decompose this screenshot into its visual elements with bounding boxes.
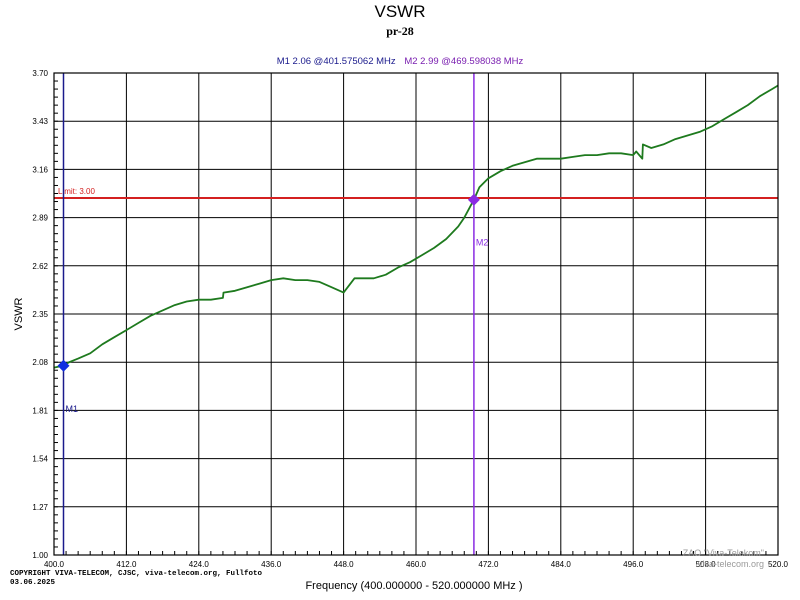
x-tick-label: 412.0 <box>116 560 137 569</box>
x-tick-label: 484.0 <box>551 560 572 569</box>
m1-readout: M1 2.06 @401.575062 MHz <box>276 56 396 67</box>
limit-line-group: Limit: 3.00 <box>54 187 778 199</box>
y-tick-label: 1.81 <box>32 406 48 415</box>
watermark-url: viva-telecom.org <box>697 559 764 569</box>
y-tick-label: 3.16 <box>32 165 48 174</box>
chart-title: VSWR <box>374 2 426 21</box>
y-tick-label: 2.62 <box>32 262 48 271</box>
x-tick-label: 436.0 <box>261 560 282 569</box>
m2-readout: M2 2.99 @469.598038 MHz <box>404 56 524 67</box>
x-tick-label: 472.0 <box>478 560 499 569</box>
marker-m2-diamond <box>467 193 480 206</box>
y-tick-label: 3.70 <box>32 69 48 78</box>
x-tick-label: 448.0 <box>334 560 355 569</box>
watermark: ZAO "Viva-Telekom" viva-telecom.org <box>668 548 764 570</box>
copyright-date: 03.06.2025 <box>10 578 56 587</box>
x-axis-label: Frequency (400.000000 - 520.000000 MHz ) <box>305 580 522 592</box>
marker-m1-diamond <box>57 359 70 372</box>
x-tick-label: 424.0 <box>189 560 210 569</box>
copyright-notice: COPYRIGHT VIVA-TELECOM, CJSC, viva-telec… <box>10 570 262 587</box>
x-tick-label: 460.0 <box>406 560 427 569</box>
x-tick-label: 496.0 <box>623 560 644 569</box>
x-tick-label: 520.0 <box>768 560 789 569</box>
y-tick-label: 1.54 <box>32 455 48 464</box>
y-tick-label: 2.35 <box>32 310 48 319</box>
limit-label: Limit: 3.00 <box>58 187 95 196</box>
copyright-line: COPYRIGHT VIVA-TELECOM, CJSC, viva-telec… <box>10 570 263 578</box>
plot-frame <box>53 72 779 556</box>
marker-m1-label: M1 <box>66 404 79 414</box>
y-tick-label: 3.43 <box>32 117 48 126</box>
y-tick-label: 1.00 <box>32 551 48 560</box>
watermark-company: ZAO "Viva-Telekom" <box>682 548 764 558</box>
series-group <box>53 84 779 369</box>
y-axis-label: VSWR <box>13 297 25 330</box>
x-tick-label: 400.0 <box>44 560 65 569</box>
chart-subtitle: pr-28 <box>386 24 414 38</box>
grid-lines <box>53 72 779 556</box>
x-tick-label: 508.0 <box>696 560 717 569</box>
marker-m2-label: M2 <box>476 238 489 248</box>
marker-readout: M1 2.06 @401.575062 MHz M2 2.99 @469.598… <box>0 56 800 67</box>
y-tick-label: 2.89 <box>32 214 48 223</box>
vswr-series-line <box>53 84 779 369</box>
axes-group: 400.0 412.0 424.0 436.0 448.0 460.0 472.0 484.0… <box>32 69 788 569</box>
y-tick-label: 2.08 <box>32 358 48 367</box>
y-tick-label: 1.27 <box>32 503 48 512</box>
marker-group: M1 M2 <box>57 73 489 555</box>
